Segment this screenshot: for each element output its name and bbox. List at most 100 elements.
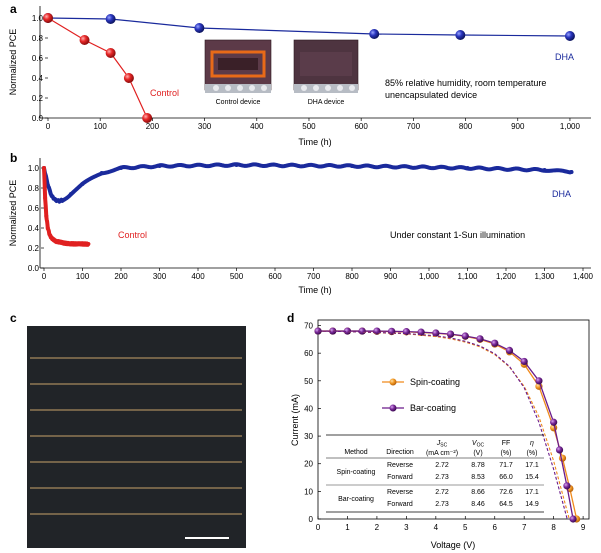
panel-b-point-control bbox=[42, 166, 46, 170]
panel-b-chart: 0 100 200 300 400 500 600 700 800 900 1,000 1,100 1,… bbox=[8, 158, 594, 295]
table-header-voc-unit: (V) bbox=[473, 450, 482, 457]
panel-b-point-dha bbox=[68, 192, 73, 196]
panel-label-a: a bbox=[10, 2, 17, 16]
panel-a-annotation-line2: unencapsulated device bbox=[385, 90, 477, 100]
table-method-bar: Bar-coating bbox=[338, 496, 374, 503]
panel-b-x-tick-label: 700 bbox=[307, 272, 321, 281]
table-cell: 64.5 bbox=[499, 501, 513, 508]
panel-b-point-dha bbox=[350, 164, 354, 168]
panel-d-chart: 0 1 2 3 4 5 6 7 8 9 0 10 20 30 40 50 60 70 Voltage (V) C… bbox=[290, 319, 590, 550]
panel-b-x-tick-label: 0 bbox=[42, 272, 47, 281]
panel-a-x-tick-label: 900 bbox=[511, 122, 525, 131]
panel-a-x-tick-label: 1,000 bbox=[560, 122, 581, 131]
panel-d-point-spin-coating bbox=[558, 454, 567, 462]
panel-a-point-dha bbox=[105, 14, 116, 24]
panel-b-point-control bbox=[47, 233, 52, 237]
panel-b-control-label: Control bbox=[118, 230, 147, 240]
panel-label-d: d bbox=[287, 311, 294, 325]
panel-a-y-tick-label: 1.0 bbox=[32, 14, 44, 23]
table-cell: 2.72 bbox=[435, 489, 449, 496]
panel-d-y-tick-label: 50 bbox=[304, 377, 313, 386]
table-cell: 2.73 bbox=[435, 474, 449, 481]
panel-d-x-tick-label: 9 bbox=[581, 523, 586, 532]
panel-d-x-tick-label: 3 bbox=[404, 523, 409, 532]
panel-b-point-dha bbox=[157, 164, 162, 168]
panel-d-y-label: Current (mA) bbox=[290, 394, 300, 446]
panel-b-point-dha bbox=[57, 199, 62, 203]
table-cell: 14.9 bbox=[525, 501, 539, 508]
panel-d-x-label: Voltage (V) bbox=[431, 540, 476, 550]
panel-a-y-label: Normalized PCE bbox=[8, 29, 18, 96]
panel-b-point-dha bbox=[234, 163, 239, 167]
panel-a-x-tick-label: 800 bbox=[459, 122, 473, 131]
panel-d-legend: Spin-coating Bar-coating bbox=[382, 377, 460, 413]
control-device-photo bbox=[204, 39, 272, 93]
panel-d-x-tick-label: 1 bbox=[345, 523, 350, 532]
panel-a-chart: 0 100 200 300 400 500 600 700 800 900 1,000 0.0 0.2… bbox=[8, 6, 591, 147]
table-cell: 8.78 bbox=[471, 462, 485, 469]
panel-b-point-dha bbox=[61, 198, 66, 202]
table-cell: 2.72 bbox=[435, 462, 449, 469]
panel-d-point-bar-coating bbox=[461, 332, 469, 340]
panel-b-x-tick-label: 500 bbox=[230, 272, 244, 281]
panel-b-dha-label: DHA bbox=[552, 189, 571, 199]
panel-b-point-control bbox=[61, 241, 66, 245]
panel-b-point-dha bbox=[45, 183, 50, 187]
panel-b-y-tick-label: 0.4 bbox=[28, 224, 40, 233]
panel-b-x-tick-label: 800 bbox=[345, 272, 359, 281]
panel-d-point-bar-coating bbox=[550, 418, 558, 426]
panel-d-point-bar-coating bbox=[446, 330, 455, 338]
panel-d-x-tick-label: 6 bbox=[493, 523, 498, 532]
panel-d-frame bbox=[317, 319, 590, 520]
table-header-voc: VOC bbox=[472, 440, 485, 449]
panel-b-point-control bbox=[72, 242, 77, 246]
panel-a-series-line-dha bbox=[47, 17, 570, 37]
panel-label-b: b bbox=[10, 151, 17, 165]
panel-d-curve-forward-3 bbox=[317, 330, 568, 520]
panel-b-x-tick-label: 1,200 bbox=[496, 272, 517, 281]
panel-d-point-bar-coating bbox=[417, 328, 425, 336]
panel-d-point-bar-coating bbox=[329, 327, 337, 335]
panel-d-curve-forward-2 bbox=[317, 330, 570, 520]
panel-a-y-tick-label: 0.0 bbox=[32, 114, 44, 123]
panel-d-point-bar-coating bbox=[563, 482, 571, 490]
panel-a-x-tick-label: 500 bbox=[302, 122, 316, 131]
panel-b-y-tick-label: 0.0 bbox=[28, 264, 40, 273]
panel-d-point-bar-coating bbox=[569, 515, 577, 523]
panel-a-point-control bbox=[43, 13, 53, 23]
panel-b-y-label: Normalized PCE bbox=[8, 180, 18, 247]
control-device-caption: Control device bbox=[216, 99, 261, 106]
panel-b-point-dha bbox=[569, 170, 574, 174]
panel-b-point-dha bbox=[49, 194, 54, 198]
panel-b-x-tick-label: 1,000 bbox=[419, 272, 440, 281]
solar-module-photo bbox=[27, 326, 246, 548]
table-cell: Forward bbox=[387, 474, 413, 481]
panel-d-y-tick-label: 0 bbox=[309, 515, 314, 524]
table-cell: Reverse bbox=[387, 462, 413, 469]
panel-d-y-tick-label: 20 bbox=[304, 460, 313, 469]
panel-b-point-control bbox=[53, 239, 58, 243]
panel-a-point-control bbox=[79, 35, 90, 45]
panel-b-x-tick-label: 300 bbox=[153, 272, 167, 281]
panel-b-x-tick-label: 200 bbox=[114, 272, 128, 281]
panel-d-y-tick-label: 60 bbox=[304, 349, 313, 358]
panel-b-point-control bbox=[43, 196, 48, 200]
panel-d-point-bar-coating bbox=[505, 346, 514, 355]
panel-b-y-tick-label: 1.0 bbox=[28, 164, 40, 173]
panel-b-point-dha bbox=[542, 168, 547, 172]
dha-device-photo bbox=[293, 39, 359, 93]
panel-b-x-tick-label: 1,100 bbox=[457, 272, 478, 281]
legend-marker-spin-coating bbox=[389, 378, 397, 386]
panel-b-x-tick-label: 900 bbox=[384, 272, 398, 281]
table-header-jsc: JSC bbox=[436, 440, 448, 449]
legend-marker-bar-coating bbox=[389, 404, 397, 412]
panel-b-point-dha bbox=[119, 166, 123, 170]
panel-d-point-bar-coating bbox=[476, 335, 484, 343]
table-cell: 8.66 bbox=[471, 489, 485, 496]
table-cell: 71.7 bbox=[499, 462, 513, 469]
panel-b-point-dha bbox=[99, 171, 104, 175]
table-cell: Reverse bbox=[387, 489, 413, 496]
panel-a-point-dha bbox=[194, 23, 205, 33]
panel-a-point-dha bbox=[455, 30, 466, 40]
